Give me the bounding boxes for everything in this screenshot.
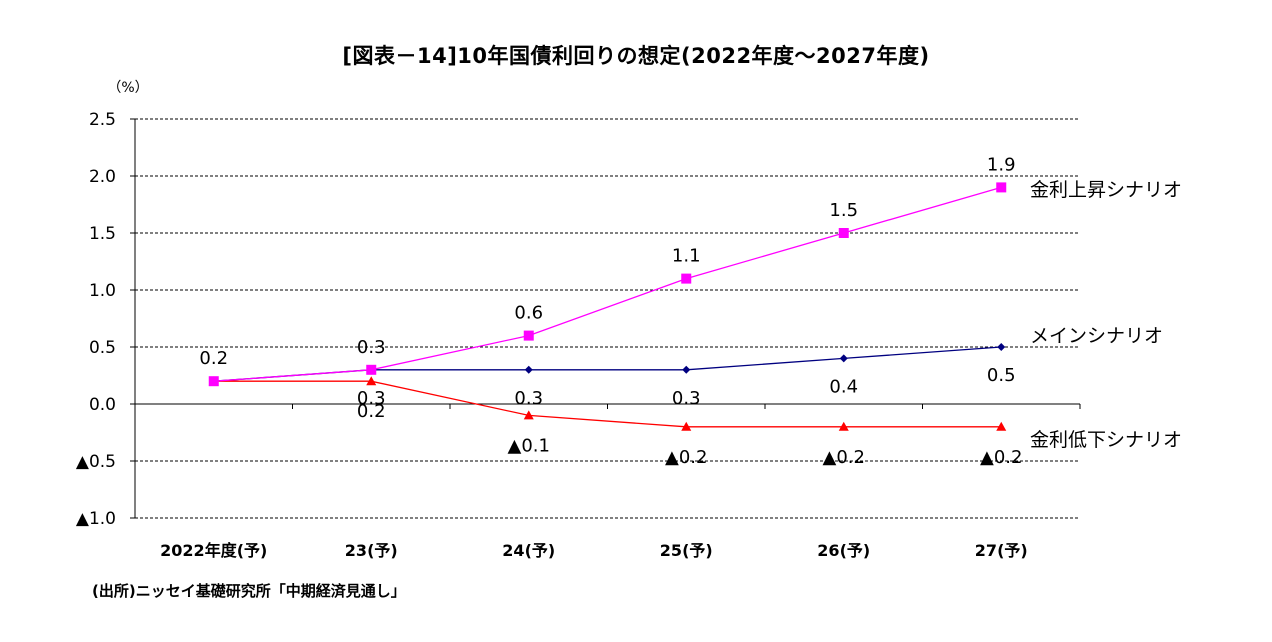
- marker-square: [681, 273, 692, 284]
- data-label-down: ▲0.1: [508, 435, 550, 456]
- marker-triangle: [838, 421, 849, 431]
- gridlines: [135, 118, 1080, 519]
- marker-square: [366, 364, 377, 375]
- series-name-label: 金利上昇シナリオ: [1030, 179, 1182, 201]
- data-label-down: ▲0.2: [823, 447, 865, 468]
- series-0: [208, 182, 1007, 387]
- x-tick-label: 25(予): [660, 541, 713, 560]
- source-note: (出所)ニッセイ基礎研究所「中期経済見通し」: [92, 582, 406, 600]
- y-tick-label: 1.0: [89, 281, 116, 301]
- series-line: [213, 346, 1002, 382]
- marker-diamond: [839, 354, 848, 363]
- y-unit-label: （%）: [107, 80, 148, 96]
- x-tick-label: 2022年度(予): [160, 541, 267, 560]
- data-label-up: 1.1: [672, 246, 701, 267]
- series-1: [209, 343, 1006, 386]
- data-label-main: 0.3: [357, 388, 386, 409]
- y-tick-label: 0.5: [89, 338, 116, 358]
- series-line: [213, 186, 1002, 382]
- y-tick-label: ▲0.5: [76, 452, 116, 472]
- series-line: [213, 380, 1002, 428]
- x-tick-label: 23(予): [345, 541, 398, 560]
- data-label-down: 0.2: [357, 401, 386, 422]
- data-label-up: 0.6: [514, 303, 543, 324]
- marker-triangle: [523, 410, 534, 420]
- marker-diamond: [524, 365, 533, 374]
- data-label-up: 0.2: [199, 348, 228, 369]
- marker-triangle: [681, 421, 692, 431]
- x-tick-label: 24(予): [502, 541, 555, 560]
- y-tick-label: 1.5: [89, 224, 116, 244]
- series-name-label: メインシナリオ: [1030, 325, 1163, 347]
- data-label-main: 0.5: [987, 365, 1016, 386]
- marker-square: [996, 182, 1007, 193]
- y-tick-label: 2.0: [89, 167, 116, 187]
- axes: 2.5 2.0 1.5 1.0 0.5 0.0 ▲0.5 ▲1.0 （%） 2022年度(予) 23…: [76, 80, 1081, 560]
- data-label-main: 0.4: [829, 376, 858, 397]
- y-tick-label: 2.5: [89, 110, 116, 130]
- x-tick-label: 26(予): [817, 541, 870, 560]
- marker-square: [523, 330, 534, 341]
- data-label-up: 1.5: [829, 200, 858, 221]
- series-name-label: 金利低下シナリオ: [1030, 429, 1182, 451]
- marker-diamond: [997, 343, 1006, 351]
- x-tick-label: 27(予): [975, 541, 1028, 560]
- marker-triangle: [996, 421, 1007, 431]
- data-label-main: 0.3: [514, 388, 543, 409]
- marker-square: [838, 228, 849, 238]
- marker-triangle: [366, 376, 377, 386]
- data-label-down: ▲0.2: [665, 447, 707, 468]
- marker-diamond: [682, 365, 691, 374]
- data-labels: 0.20.30.61.11.51.90.3 0.3 0.30.40.50.2▲0.1…: [199, 154, 1182, 467]
- data-label-up: 0.3: [357, 337, 386, 358]
- y-tick-label: ▲1.0: [76, 509, 116, 529]
- marker-square: [208, 376, 219, 387]
- series-lines: [208, 182, 1007, 431]
- data-label-main: 0.3: [672, 388, 701, 409]
- chart-title: [図表－14]10年国債利回りの想定(2022年度～2027年度): [342, 44, 930, 68]
- y-tick-label: 0.0: [89, 395, 116, 415]
- data-label-up: 1.9: [987, 154, 1016, 175]
- data-label-down: ▲0.2: [980, 447, 1022, 468]
